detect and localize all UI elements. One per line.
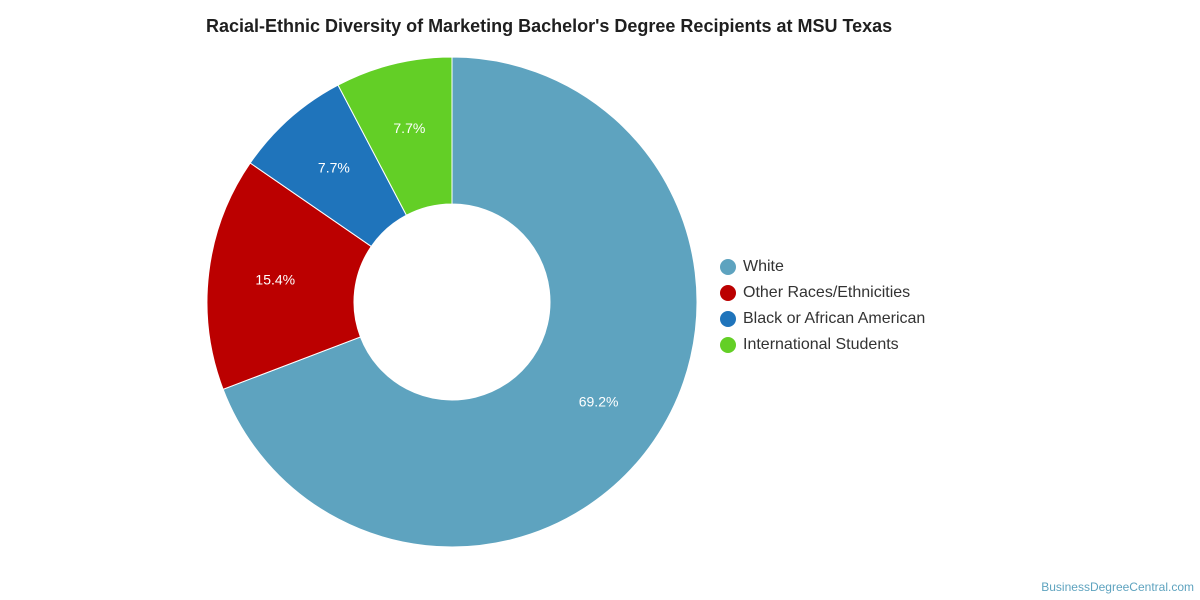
slice-label-other-races-ethnicities: 15.4%: [255, 272, 295, 288]
legend-item-international-students[interactable]: International Students: [720, 332, 925, 358]
slice-label-white: 69.2%: [579, 394, 619, 410]
chart-title: Racial-Ethnic Diversity of Marketing Bac…: [206, 16, 893, 36]
legend-item-white[interactable]: White: [720, 254, 925, 280]
legend-label: Black or African American: [743, 310, 926, 327]
legend-item-black-or-african-american[interactable]: Black or African American: [720, 306, 925, 332]
legend-label: Other Races/Ethnicities: [743, 284, 911, 301]
legend-swatch: [720, 337, 736, 353]
slice-label-international-students: 7.7%: [393, 120, 425, 136]
slice-label-black-or-african-american: 7.7%: [318, 160, 350, 176]
legend-item-other-races-ethnicities[interactable]: Other Races/Ethnicities: [720, 280, 925, 306]
slice-white[interactable]: [222, 56, 698, 548]
donut-slices: [206, 56, 698, 548]
legend-swatch: [720, 285, 736, 301]
site-watermark[interactable]: BusinessDegreeCentral.com: [1041, 580, 1194, 594]
slice-labels: 69.2% 15.4% 7.7% 7.7%: [255, 120, 618, 410]
legend-label: International Students: [743, 336, 899, 353]
legend-swatch: [720, 311, 736, 327]
legend-swatch: [720, 259, 736, 275]
legend-label: White: [743, 258, 784, 275]
slice-international-students[interactable]: [337, 56, 453, 216]
chart-legend: White Other Races/Ethnicities Black or Afr…: [720, 254, 925, 358]
slice-other-races-ethnicities[interactable]: [206, 162, 372, 390]
